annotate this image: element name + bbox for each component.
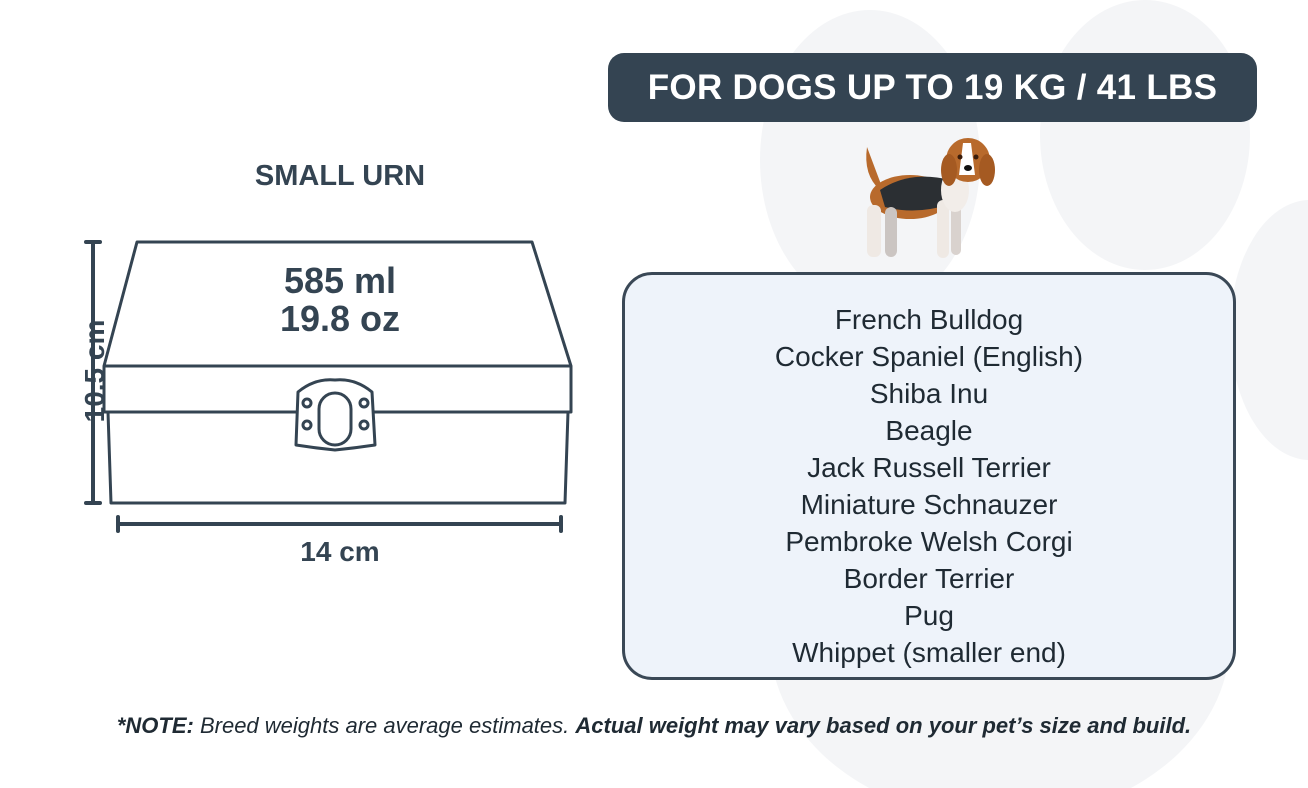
breed-item: Pembroke Welsh Corgi bbox=[785, 526, 1073, 557]
breed-item: Shiba Inu bbox=[869, 378, 989, 409]
weight-limit-banner: FOR DOGS UP TO 19 KG / 41 LBS bbox=[608, 53, 1257, 122]
disclaimer-note: *NOTE: Breed weights are average estimat… bbox=[0, 713, 1308, 739]
breed-item: French Bulldog bbox=[834, 304, 1024, 335]
urn-title: SMALL URN bbox=[254, 160, 426, 192]
breed-item: Border Terrier bbox=[843, 563, 1015, 594]
capacity-ml: 585 ml bbox=[283, 260, 397, 301]
capacity-oz: 19.8 oz bbox=[279, 298, 401, 339]
note-prefix: *NOTE: bbox=[116, 713, 194, 738]
urn-capacity: 585 ml 19.8 oz bbox=[180, 262, 500, 338]
breed-list-panel: French Bulldog Cocker Spaniel (English) … bbox=[622, 272, 1236, 680]
note-bold: Actual weight may vary based on your pet… bbox=[575, 713, 1192, 738]
height-label: 10.5 cm bbox=[79, 319, 110, 423]
breed-item: Cocker Spaniel (English) bbox=[774, 341, 1084, 372]
latch-icon bbox=[294, 378, 377, 452]
breed-item: Whippet (smaller end) bbox=[792, 637, 1066, 668]
urn-box-drawing bbox=[84, 240, 573, 533]
breed-item: Jack Russell Terrier bbox=[807, 452, 1051, 483]
width-label: 14 cm bbox=[300, 536, 380, 567]
note-text: Breed weights are average estimates. bbox=[193, 713, 576, 738]
breed-item: Beagle bbox=[885, 415, 973, 446]
beagle-illustration bbox=[866, 138, 995, 258]
breed-item: Miniature Schnauzer bbox=[800, 489, 1058, 520]
breed-item: Pug bbox=[904, 600, 954, 631]
